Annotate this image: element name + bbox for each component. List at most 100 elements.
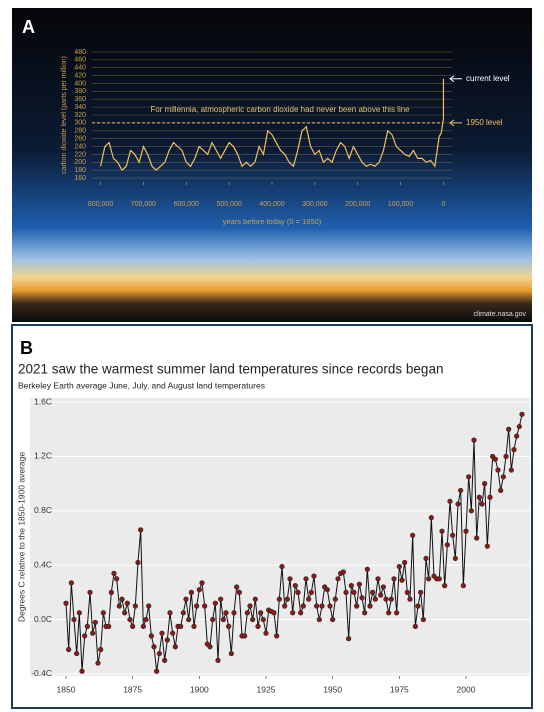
data-point (314, 603, 320, 609)
data-point (463, 528, 469, 534)
data-point (495, 467, 501, 473)
data-point (375, 576, 381, 582)
data-point (306, 596, 312, 602)
data-point (356, 581, 362, 587)
y-tick-label: 480 (74, 49, 86, 56)
data-point (468, 508, 474, 514)
panel-label: B (20, 338, 33, 358)
y-tick-label: 240 (74, 143, 86, 150)
data-point (404, 589, 410, 595)
x-tick-label: 1975 (390, 684, 409, 694)
data-point (303, 576, 309, 582)
data-point (116, 603, 122, 609)
data-point (359, 595, 365, 601)
data-point (223, 610, 229, 616)
y-tick-label: 360 (74, 96, 86, 103)
data-point (234, 584, 240, 590)
x-tick-label: 600,000 (174, 201, 199, 208)
data-point (100, 610, 106, 616)
data-point (279, 563, 285, 570)
data-point (263, 630, 269, 636)
y-tick-label: 1.6C (34, 396, 52, 406)
data-point (503, 453, 509, 460)
data-point (380, 584, 386, 590)
data-point (396, 563, 402, 570)
data-point (316, 616, 322, 623)
data-point (407, 596, 413, 602)
data-point (287, 576, 293, 582)
y-tick-label: 400 (74, 80, 86, 87)
data-point (188, 589, 194, 595)
x-tick-label: 2000 (457, 684, 476, 694)
data-point (300, 603, 306, 609)
data-point (199, 580, 205, 586)
y-tick-label: 260 (74, 135, 86, 142)
x-tick-label: 800,000 (88, 201, 113, 208)
x-tick-label: 1950 (323, 684, 342, 694)
data-point (327, 603, 333, 609)
data-point (106, 623, 112, 629)
data-point (354, 603, 360, 609)
data-point (250, 616, 256, 623)
data-point (255, 623, 261, 629)
y-tick-label: 0.4C (34, 559, 52, 569)
data-point (311, 573, 317, 579)
data-point (132, 603, 138, 609)
data-point (372, 596, 378, 602)
data-point (212, 600, 218, 606)
data-point (87, 589, 93, 595)
data-point (492, 456, 498, 462)
data-point (308, 589, 314, 595)
data-point (362, 610, 368, 616)
data-point (476, 494, 482, 500)
arrow (449, 119, 462, 127)
data-point (260, 616, 266, 623)
data-point (290, 610, 296, 616)
data-point (367, 603, 373, 609)
data-point (82, 633, 88, 639)
data-point (258, 610, 264, 616)
y-tick-label: 0.0C (34, 614, 52, 624)
data-line (65, 414, 523, 672)
data-point (247, 603, 253, 609)
x-tick-label: 300,000 (302, 201, 327, 208)
data-point (244, 610, 250, 616)
data-point (508, 467, 514, 473)
data-point (364, 566, 370, 572)
data-point (386, 610, 392, 616)
chart-title: 2021 saw the warmest summer land tempera… (18, 362, 443, 377)
data-point (519, 411, 525, 417)
data-point (167, 610, 173, 616)
data-point (218, 596, 224, 602)
data-point (68, 580, 74, 586)
data-point (159, 630, 165, 636)
x-tick-label: 700,000 (131, 201, 156, 208)
data-point (191, 623, 197, 629)
data-point (138, 527, 144, 533)
data-point (108, 589, 114, 595)
data-point (122, 610, 128, 616)
y-axis-label: Degrees C relative to the 1850-1900 aver… (16, 452, 26, 622)
y-tick-label: 0.8C (34, 505, 52, 515)
data-point (146, 603, 152, 609)
y-tick-label: 280 (74, 128, 86, 135)
data-point (143, 616, 149, 623)
data-point (156, 650, 162, 657)
data-point (276, 596, 282, 602)
annotation: For millennia, atmospheric carbon dioxid… (150, 105, 410, 114)
y-tick-label: 160 (74, 175, 86, 182)
data-line (99, 78, 445, 172)
data-point (127, 616, 133, 623)
x-tick-label: 500,000 (216, 201, 241, 208)
data-point (111, 570, 117, 576)
data-point (335, 576, 341, 582)
x-tick-label: 100,000 (388, 201, 413, 208)
data-point (130, 623, 136, 629)
data-point (450, 532, 456, 538)
data-point (79, 668, 85, 674)
y-tick-label: 1.2C (34, 451, 52, 461)
data-point (95, 660, 101, 666)
chart-subtitle: Berkeley Earth average June, July, and A… (18, 380, 265, 390)
y-tick-label: 320 (74, 112, 86, 119)
annotation: current level (466, 74, 510, 83)
